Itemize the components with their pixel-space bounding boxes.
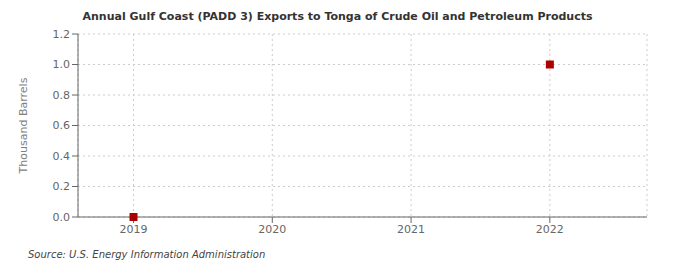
svg-text:0.2: 0.2 <box>53 180 71 193</box>
svg-text:0.0: 0.0 <box>53 211 71 224</box>
svg-text:0.6: 0.6 <box>53 119 71 132</box>
svg-text:2022: 2022 <box>536 223 564 236</box>
svg-text:2019: 2019 <box>120 223 148 236</box>
html-text:Source: U.S. Energy Informatio: Source: U.S. Energy Information Administ… <box>28 249 266 260</box>
svg-text:Thousand Barrels: Thousand Barrels <box>17 77 30 174</box>
svg-text:0.4: 0.4 <box>53 150 71 163</box>
svg-text:1.2: 1.2 <box>53 28 71 41</box>
svg-text:2020: 2020 <box>258 223 286 236</box>
svg-text:1.0: 1.0 <box>53 58 71 71</box>
html-text:Annual Gulf Coast (PADD 3) Exp: Annual Gulf Coast (PADD 3) Exports to To… <box>82 10 593 23</box>
svg-text:2021: 2021 <box>397 223 425 236</box>
svg-text:0.8: 0.8 <box>53 89 71 102</box>
